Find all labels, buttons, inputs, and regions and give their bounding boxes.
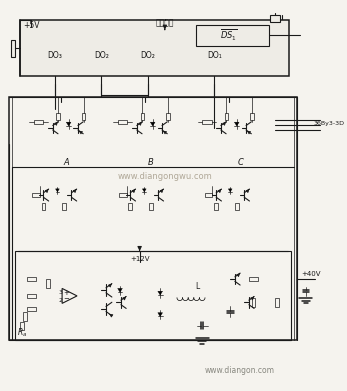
Text: 2: 2 xyxy=(58,298,62,303)
Text: DO₂: DO₂ xyxy=(141,50,155,59)
Bar xyxy=(27,294,36,298)
Polygon shape xyxy=(150,122,155,126)
Polygon shape xyxy=(56,189,59,192)
Text: B: B xyxy=(148,158,154,167)
Text: 36By3-3D: 36By3-3D xyxy=(313,120,344,126)
Text: DO₂: DO₂ xyxy=(94,50,109,59)
Text: $R_a$: $R_a$ xyxy=(17,326,27,339)
Polygon shape xyxy=(158,291,162,295)
Text: $\overline{DS_1}$: $\overline{DS_1}$ xyxy=(220,28,237,43)
Bar xyxy=(128,203,132,210)
Text: +5V: +5V xyxy=(23,21,40,30)
Bar xyxy=(249,277,258,281)
Bar xyxy=(270,15,280,22)
Text: C: C xyxy=(238,158,244,167)
Polygon shape xyxy=(235,122,239,126)
Polygon shape xyxy=(66,122,71,126)
Bar xyxy=(119,193,127,197)
Text: +40V: +40V xyxy=(301,271,321,278)
Bar xyxy=(32,193,40,197)
Text: www.diangongwu.com: www.diangongwu.com xyxy=(118,172,212,181)
Text: L: L xyxy=(195,282,200,291)
Bar xyxy=(42,203,45,210)
Bar xyxy=(34,120,43,124)
Bar xyxy=(141,113,144,120)
Bar xyxy=(27,277,36,281)
Bar xyxy=(20,322,24,330)
Polygon shape xyxy=(158,313,162,316)
Bar xyxy=(214,203,218,210)
Text: www.diangon.com: www.diangon.com xyxy=(205,366,274,375)
Bar xyxy=(20,20,289,76)
Bar xyxy=(118,120,127,124)
Text: +12V: +12V xyxy=(130,256,149,262)
Bar xyxy=(275,298,279,307)
Text: DO₃: DO₃ xyxy=(47,50,62,59)
Text: 微机总线: 微机总线 xyxy=(155,19,174,28)
Bar xyxy=(82,113,85,120)
Text: −: − xyxy=(63,296,69,302)
Bar xyxy=(57,113,60,120)
Text: DO₁: DO₁ xyxy=(207,50,222,59)
Bar xyxy=(225,113,228,120)
Bar xyxy=(149,203,153,210)
Polygon shape xyxy=(118,289,122,292)
Bar xyxy=(196,25,269,46)
Bar xyxy=(250,113,254,120)
Text: 3: 3 xyxy=(58,290,62,295)
Bar xyxy=(235,203,239,210)
Bar xyxy=(27,307,36,311)
Bar xyxy=(252,298,255,307)
Polygon shape xyxy=(228,189,232,192)
Bar xyxy=(62,203,66,210)
Bar xyxy=(166,113,170,120)
Bar xyxy=(15,251,291,340)
Bar xyxy=(202,120,212,124)
Text: +: + xyxy=(63,290,69,296)
Bar xyxy=(205,193,212,197)
Bar xyxy=(9,97,297,340)
Bar xyxy=(46,279,50,289)
Bar xyxy=(23,312,27,321)
Polygon shape xyxy=(142,189,146,192)
Text: A: A xyxy=(64,158,70,167)
Bar xyxy=(11,40,15,57)
